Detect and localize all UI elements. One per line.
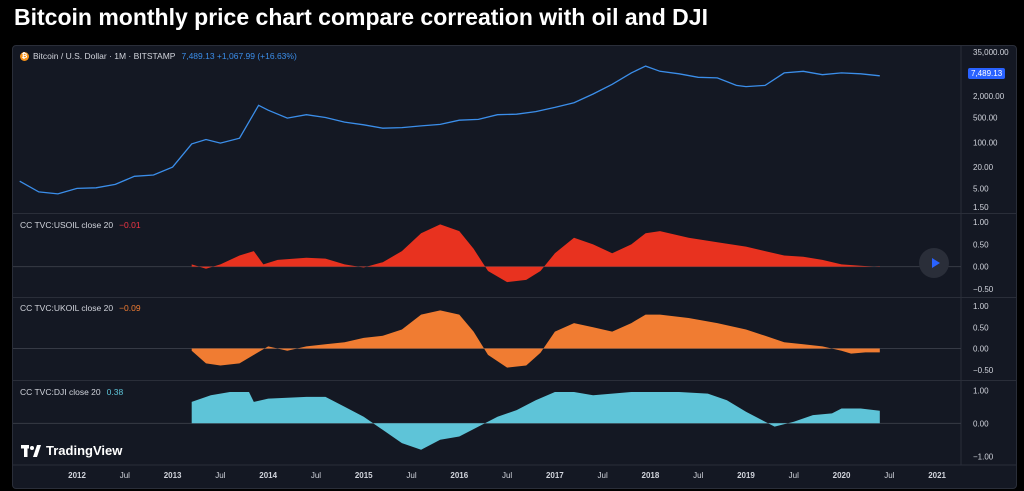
btc-y-tick-label: 500.00: [973, 113, 998, 122]
bitcoin-icon: ₿: [20, 51, 29, 61]
legend-ukoil-value: −0.09: [119, 303, 141, 313]
usoil-correlation-area: [191, 224, 880, 283]
tradingview-logo[interactable]: TradingView: [21, 443, 122, 458]
btc-y-tick-label: 1.50: [973, 203, 989, 212]
x-tick-label: 2014: [259, 471, 277, 480]
x-tick-label: Jul: [311, 471, 321, 480]
go-to-realtime-button[interactable]: [919, 248, 949, 278]
dji-y-tick-label: −1.00: [973, 452, 994, 461]
legend-btc[interactable]: ₿ Bitcoin / U.S. Dollar · 1M · BITSTAMP …: [20, 51, 297, 61]
legend-btc-value: 7,489.13 +1,067.99 (+16.63%): [181, 51, 297, 61]
x-tick-label: 2013: [164, 471, 182, 480]
x-tick-label: Jul: [789, 471, 799, 480]
legend-dji-value: 0.38: [106, 387, 124, 397]
chart-frame[interactable]: 35,000.00 2,000.00 500.00 100.00 20.00 5.00 1.…: [12, 45, 1017, 489]
ukoil-correlation-area: [191, 310, 880, 368]
legend-usoil-label: CC TVC:USOIL close 20: [20, 220, 114, 230]
legend-ukoil[interactable]: CC TVC:UKOIL close 20 −0.09: [20, 303, 141, 313]
x-tick-label: Jul: [120, 471, 130, 480]
usoil-y-tick-label: 0.50: [973, 240, 989, 249]
usoil-y-tick-label: −0.50: [973, 285, 994, 294]
dji-y-tick-label: 1.00: [973, 386, 989, 395]
x-tick-label: 2017: [546, 471, 564, 480]
x-tick-label: 2019: [737, 471, 755, 480]
tradingview-logo-icon: [21, 444, 41, 457]
legend-btc-label: Bitcoin / U.S. Dollar · 1M · BITSTAMP: [33, 51, 176, 61]
btc-price-line: [19, 65, 880, 195]
x-tick-label: 2012: [68, 471, 86, 480]
ukoil-y-tick-label: −0.50: [973, 366, 994, 375]
page-title: Bitcoin monthly price chart compare corr…: [14, 4, 708, 30]
btc-y-tick-label: 5.00: [973, 184, 989, 193]
legend-dji-label: CC TVC:DJI close 20: [20, 387, 101, 397]
x-tick-label: Jul: [502, 471, 512, 480]
x-tick-label: 2016: [450, 471, 468, 480]
legend-usoil-value: −0.01: [119, 220, 141, 230]
x-tick-label: Jul: [598, 471, 608, 480]
ukoil-y-tick-label: 1.00: [973, 302, 989, 311]
x-tick-label: Jul: [406, 471, 416, 480]
play-icon: [931, 258, 940, 268]
chart-canvas[interactable]: 35,000.00 2,000.00 500.00 100.00 20.00 5.00 1.…: [13, 46, 1016, 488]
x-tick-label: Jul: [884, 471, 894, 480]
dji-correlation-area: [191, 392, 880, 450]
usoil-y-tick-label: 0.00: [973, 263, 989, 272]
x-tick-label: 2021: [928, 471, 946, 480]
x-tick-label: Jul: [693, 471, 703, 480]
btc-y-tick-label: 20.00: [973, 163, 994, 172]
btc-price-tag: 7,489.13: [968, 68, 1006, 79]
dji-y-tick-label: 0.00: [973, 419, 989, 428]
legend-ukoil-label: CC TVC:UKOIL close 20: [20, 303, 114, 313]
x-tick-label: 2018: [642, 471, 660, 480]
x-tick-label: 2020: [833, 471, 851, 480]
btc-y-tick-label: 35,000.00: [973, 48, 1009, 57]
legend-dji[interactable]: CC TVC:DJI close 20 0.38: [20, 387, 123, 397]
btc-y-tick-label: 100.00: [973, 138, 998, 147]
legend-usoil[interactable]: CC TVC:USOIL close 20 −0.01: [20, 220, 141, 230]
x-tick-label: 2015: [355, 471, 373, 480]
usoil-y-tick-label: 1.00: [973, 218, 989, 227]
btc-y-tick-label: 2,000.00: [973, 92, 1005, 101]
x-tick-label: Jul: [215, 471, 225, 480]
ukoil-y-tick-label: 0.00: [973, 345, 989, 354]
ukoil-y-tick-label: 0.50: [973, 323, 989, 332]
tradingview-logo-text: TradingView: [46, 443, 123, 458]
